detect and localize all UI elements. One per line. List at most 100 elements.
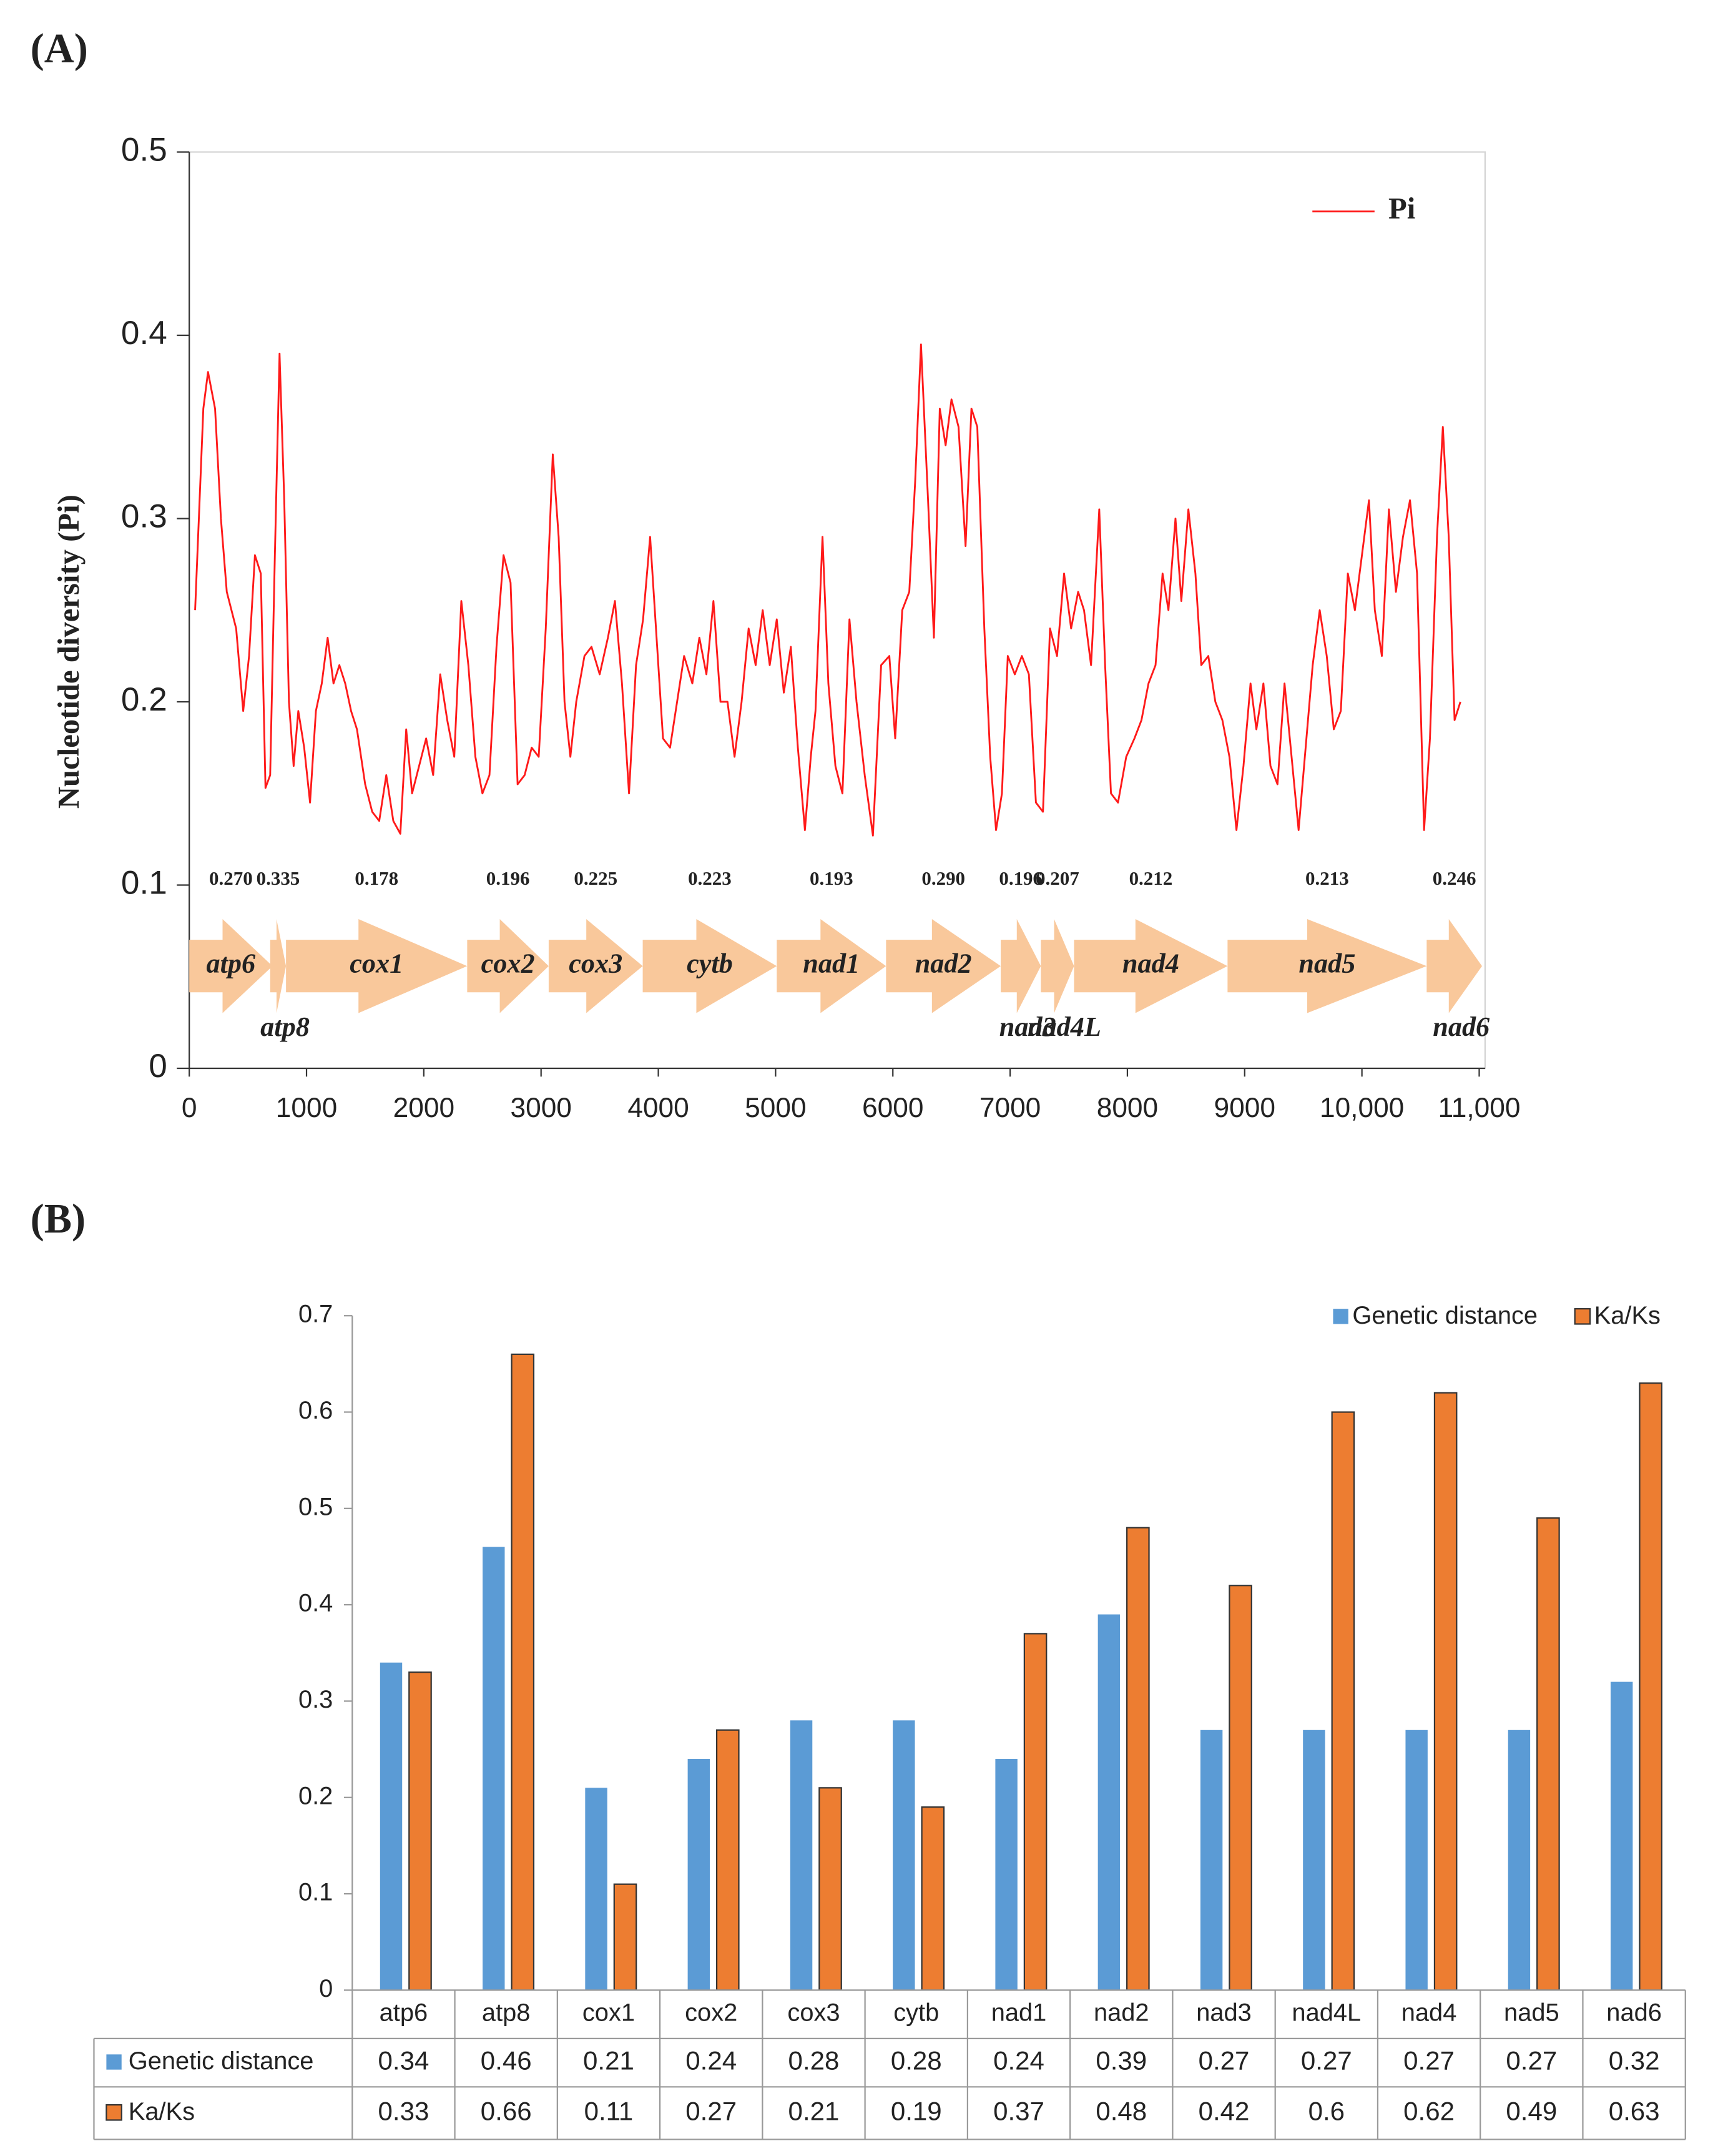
- legend-label: Pi: [1388, 192, 1415, 225]
- x-tick-label: 2000: [393, 1093, 454, 1123]
- x-tick-label: cox2: [685, 1999, 737, 2027]
- x-tick-label: 11,000: [1438, 1093, 1520, 1123]
- gene-name: nad5: [1298, 948, 1355, 978]
- gene-pi-label: 0.178: [355, 867, 398, 889]
- gene-pi-label: 0.335: [257, 867, 300, 889]
- table-row-label: Ka/Ks: [129, 2098, 195, 2125]
- bar: [1023, 1633, 1048, 1991]
- gene-name: nad4L: [1028, 1012, 1101, 1042]
- y-tick-label: 0.4: [298, 1590, 333, 1617]
- table-cell: 0.21: [583, 2046, 634, 2075]
- table-cell: 0.49: [1506, 2096, 1557, 2125]
- x-tick-label: cytb: [893, 1999, 939, 2027]
- table-cell: 0.11: [584, 2096, 634, 2125]
- y-tick-label: 0.5: [298, 1493, 333, 1520]
- x-tick-label: 1000: [276, 1093, 337, 1123]
- bar: [585, 1788, 607, 1991]
- bar: [818, 1787, 842, 1991]
- gene-pi-label: 0.196: [486, 867, 530, 889]
- table-cell: 0.24: [685, 2046, 737, 2075]
- x-tick-label: nad4L: [1292, 1999, 1361, 2027]
- x-tick-label: 5000: [745, 1093, 806, 1123]
- bar: [1200, 1730, 1223, 1991]
- table-cell: 0.34: [378, 2046, 429, 2075]
- pi-line: [194, 343, 1461, 837]
- y-tick-label: 0.6: [298, 1397, 333, 1424]
- bar: [483, 1547, 505, 1991]
- bar: [893, 1720, 915, 1991]
- gene-name: cytb: [687, 948, 733, 978]
- y-tick-label: 0.7: [298, 1301, 333, 1328]
- gene-name: atp6: [207, 948, 257, 978]
- x-tick-label: 4000: [627, 1093, 689, 1123]
- x-tick-label: cox1: [582, 1999, 635, 2027]
- gene-pi-label: 0.223: [688, 867, 732, 889]
- gene-arrow: [1001, 918, 1041, 1013]
- gene-arrow: [270, 918, 287, 1013]
- table-cell: 0.63: [1609, 2096, 1660, 2125]
- table-cell: 0.19: [891, 2096, 942, 2125]
- table-cell: 0.27: [1403, 2046, 1455, 2075]
- gene-name: nad2: [915, 948, 972, 978]
- gene-name: nad4: [1122, 948, 1179, 978]
- table-cell: 0.37: [993, 2096, 1044, 2125]
- y-axis-label: Nucleotide diversity (Pi): [52, 495, 86, 809]
- bar: [1433, 1392, 1458, 1991]
- x-tick-label: 10,000: [1320, 1093, 1404, 1123]
- x-tick-label: cox3: [787, 1999, 840, 2027]
- gene-name: nad3: [999, 1012, 1056, 1042]
- bar: [613, 1883, 637, 1991]
- x-tick-label: 8000: [1097, 1093, 1158, 1123]
- y-tick-label: 0.2: [121, 681, 167, 718]
- bar: [1303, 1730, 1325, 1991]
- table-cell: 0.6: [1308, 2096, 1345, 2125]
- x-tick-label: 7000: [979, 1093, 1041, 1123]
- x-tick-label: nad1: [991, 1999, 1047, 2027]
- gene-arrow: [886, 918, 1001, 1013]
- y-tick-label: 0.3: [121, 498, 167, 535]
- gene-arrow: [548, 918, 643, 1013]
- y-tick-label: 0.3: [298, 1686, 333, 1713]
- bar: [1126, 1527, 1150, 1991]
- gene-arrow: [1426, 918, 1482, 1013]
- table-cell: 0.42: [1199, 2096, 1250, 2125]
- legend-label: Ka/Ks: [1594, 1302, 1661, 1329]
- table-cell: 0.33: [378, 2096, 429, 2125]
- gene-arrow: [189, 918, 273, 1013]
- table-row-label: Genetic distance: [129, 2047, 314, 2075]
- table-cell: 0.27: [1301, 2046, 1352, 2075]
- gene-name: cox1: [350, 948, 403, 978]
- bar: [1331, 1411, 1355, 1991]
- gene-pi-label: 0.246: [1433, 867, 1476, 889]
- table-cell: 0.46: [481, 2046, 532, 2075]
- table-cell: 0.28: [891, 2046, 942, 2075]
- bar: [715, 1729, 740, 1991]
- table-cell: 0.66: [481, 2096, 532, 2125]
- bar: [380, 1662, 403, 1991]
- panel-label: (A): [31, 26, 88, 71]
- x-tick-label: 6000: [862, 1093, 923, 1123]
- gene-arrow: [286, 918, 468, 1013]
- gene-name: cox3: [569, 948, 622, 978]
- bar: [1536, 1517, 1560, 1991]
- y-tick-label: 0.5: [121, 132, 167, 169]
- gene-arrow: [1074, 918, 1228, 1013]
- x-tick-label: nad2: [1094, 1999, 1149, 2027]
- table-cell: 0.21: [788, 2096, 840, 2125]
- gene-arrow: [467, 918, 549, 1013]
- table-cell: 0.27: [685, 2096, 737, 2125]
- table-cell: 0.28: [788, 2046, 840, 2075]
- y-tick-label: 0.1: [121, 865, 167, 902]
- gene-pi-label: 0.196: [999, 867, 1043, 889]
- table-swatch: [106, 2054, 122, 2070]
- bar: [921, 1806, 945, 1991]
- gene-pi-label: 0.193: [810, 867, 853, 889]
- bar: [1639, 1382, 1662, 1991]
- gene-arrow: [1041, 918, 1074, 1013]
- x-tick-label: 0: [182, 1093, 197, 1123]
- x-tick-label: nad3: [1196, 1999, 1252, 2027]
- gene-pi-label: 0.270: [209, 867, 253, 889]
- gene-arrow: [777, 918, 886, 1013]
- x-tick-label: atp6: [380, 1999, 428, 2027]
